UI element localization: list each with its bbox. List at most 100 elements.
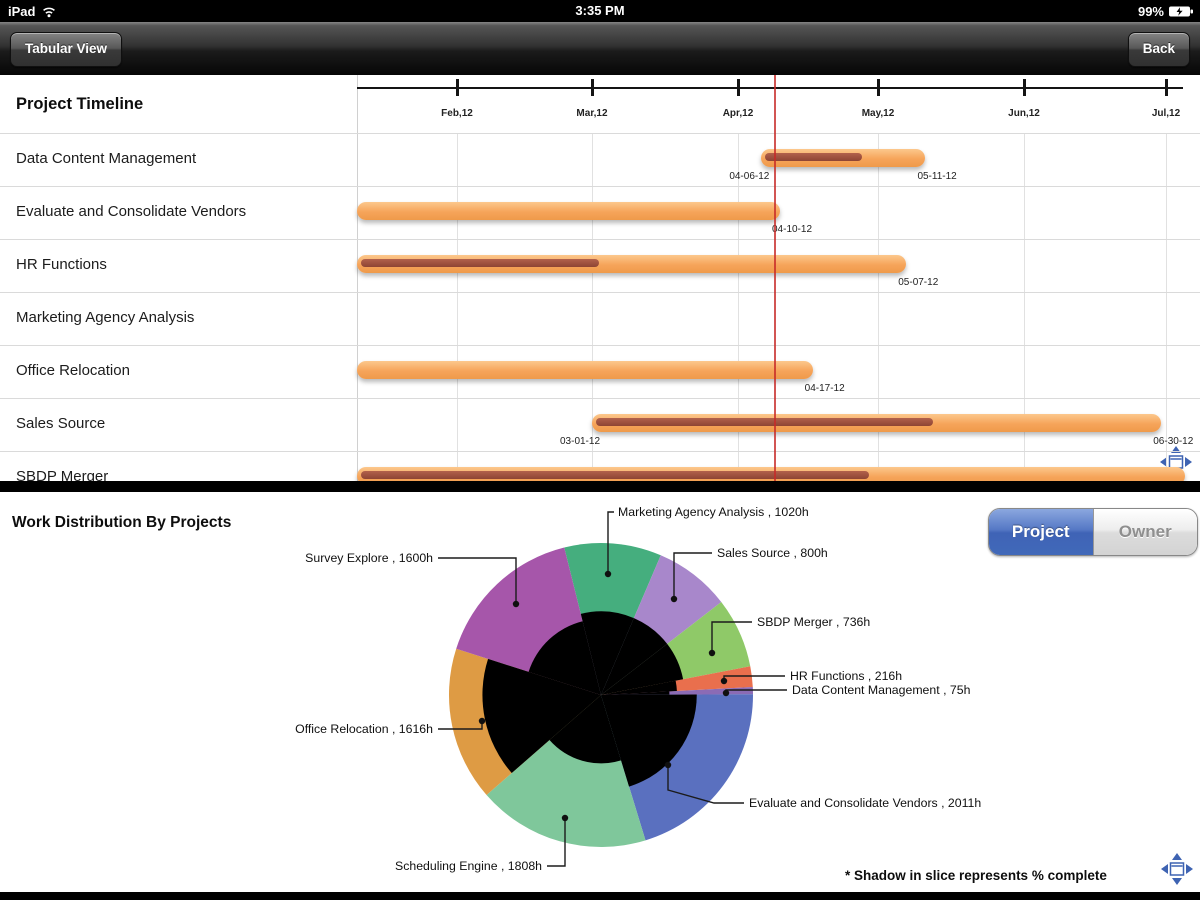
callout-line [547,818,566,867]
gantt-row-label: SBDP Merger [16,468,109,481]
gantt-title: Project Timeline [16,95,144,113]
slice-label: Scheduling Engine , 1808h [395,859,542,873]
axis-month-label: Jul,12 [1151,108,1181,119]
row-separator [0,451,1200,452]
callout-dot [720,677,728,685]
shadow-footnote: * Shadow in slice represents % complete [845,868,1107,883]
bar-end-date: 06-30-12 [1153,436,1194,447]
month-gridline [1024,133,1025,481]
callout-line [667,765,744,804]
tabular-view-button[interactable]: Tabular View [10,32,123,67]
gantt-row-label: Evaluate and Consolidate Vendors [16,203,247,220]
bar-start-date: 04-06-12 [729,171,770,182]
battery-percent: 99% [1137,3,1164,19]
slice-label: Office Relocation , 1616h [295,722,433,736]
callout-line [673,552,712,599]
gantt-bar-progress [596,418,933,426]
false[interactable] [601,680,677,695]
slice-label: Data Content Management , 75h [792,683,971,697]
gantt-bar-progress [361,471,870,479]
callout-dot [664,761,672,769]
gantt-row-label: Data Content Management [16,150,197,167]
work-distribution-panel: Marketing Agency Analysis , 1020h Sales S… [0,492,1200,892]
gantt-row-label: HR Functions [16,256,107,273]
bottom-bezel [0,892,1200,900]
project-owner-toggle: Project Owner [988,508,1198,556]
gantt-row-label: Marketing Agency Analysis [16,309,195,326]
axis-month-label: Apr,12 [722,108,754,119]
axis-month-label: May,12 [861,108,895,119]
row-separator [0,186,1200,187]
clock: 3:35 PM [575,3,625,18]
row-separator [0,239,1200,240]
gantt-bar-progress [361,259,600,267]
row-separator [0,398,1200,399]
row-separator [0,345,1200,346]
false[interactable] [580,611,634,695]
gantt-bar[interactable] [357,255,907,273]
callout-dot [708,649,716,657]
toggle-owner-segment[interactable]: Owner [1092,509,1197,555]
slice-label: Marketing Agency Analysis , 1020h [618,505,809,519]
bar-start-date: 03-01-12 [559,436,601,447]
callout-dot [604,570,612,578]
bar-end-date: 05-11-12 [917,171,957,182]
project-timeline-panel: Project Timeline Feb,12 Mar,12 Apr,12 May,1… [0,75,1200,481]
false[interactable] [601,694,697,787]
axis-tick [456,79,459,96]
month-gridline [738,133,739,481]
bar-end-date: 04-17-12 [804,383,845,394]
callout-dot [722,689,730,697]
month-gridline [1166,133,1167,481]
false[interactable] [482,658,601,774]
callout-dot [512,600,520,608]
callout-line [711,621,752,653]
month-gridline [457,133,458,481]
bar-end-date: 04-10-12 [771,224,813,235]
month-gridline [878,133,879,481]
callout-line [607,511,614,574]
gantt-row-label: Office Relocation [16,362,130,379]
axis-tick [591,79,594,96]
back-button[interactable]: Back [1127,32,1190,67]
row-separator [0,292,1200,293]
false[interactable] [549,695,622,764]
gantt-row-label: Sales Source [16,415,106,432]
axis-month-label: Mar,12 [576,108,608,119]
false[interactable] [601,618,668,695]
axis-month-label: Jun,12 [1008,108,1040,119]
wifi-icon [43,7,56,17]
false[interactable] [528,621,601,695]
false[interactable] [601,691,670,695]
slice-label: Evaluate and Consolidate Vendors , 2011h [749,796,981,810]
gantt-bar-progress [765,153,862,161]
callout-dot [478,717,486,725]
pie-chart: Marketing Agency Analysis , 1020h Sales S… [295,505,981,873]
gantt-bar[interactable] [761,149,926,167]
callout-line [438,557,517,604]
gantt-bar[interactable] [592,414,1162,432]
slice-label: Sales Source , 800h [717,546,828,560]
gantt-bar[interactable] [357,467,1185,481]
gantt-bar[interactable] [357,361,813,379]
carrier-label: iPad [8,3,36,19]
timeline-axis [357,87,1183,89]
label-column-divider [357,75,358,481]
false[interactable] [601,643,684,695]
month-gridline [592,133,593,481]
today-marker-line [774,75,777,481]
battery-icon [1169,6,1193,16]
callout-dot [670,595,678,603]
slice-label: SBDP Merger , 736h [757,615,870,629]
status-bar: iPad 3:35 PM 99% [0,0,1200,22]
pie-move-resize-handle[interactable] [1160,852,1194,886]
navigation-toolbar: Tabular View Back [0,22,1200,75]
axis-tick [1023,79,1026,96]
gantt-bar[interactable] [357,202,780,220]
pie-title: Work Distribution By Projects [12,514,232,531]
toggle-project-segment[interactable]: Project [989,509,1093,555]
axis-tick [877,79,880,96]
axis-tick [737,79,740,96]
bar-end-date: 05-07-12 [898,277,939,288]
slice-label: HR Functions , 216h [790,669,902,683]
